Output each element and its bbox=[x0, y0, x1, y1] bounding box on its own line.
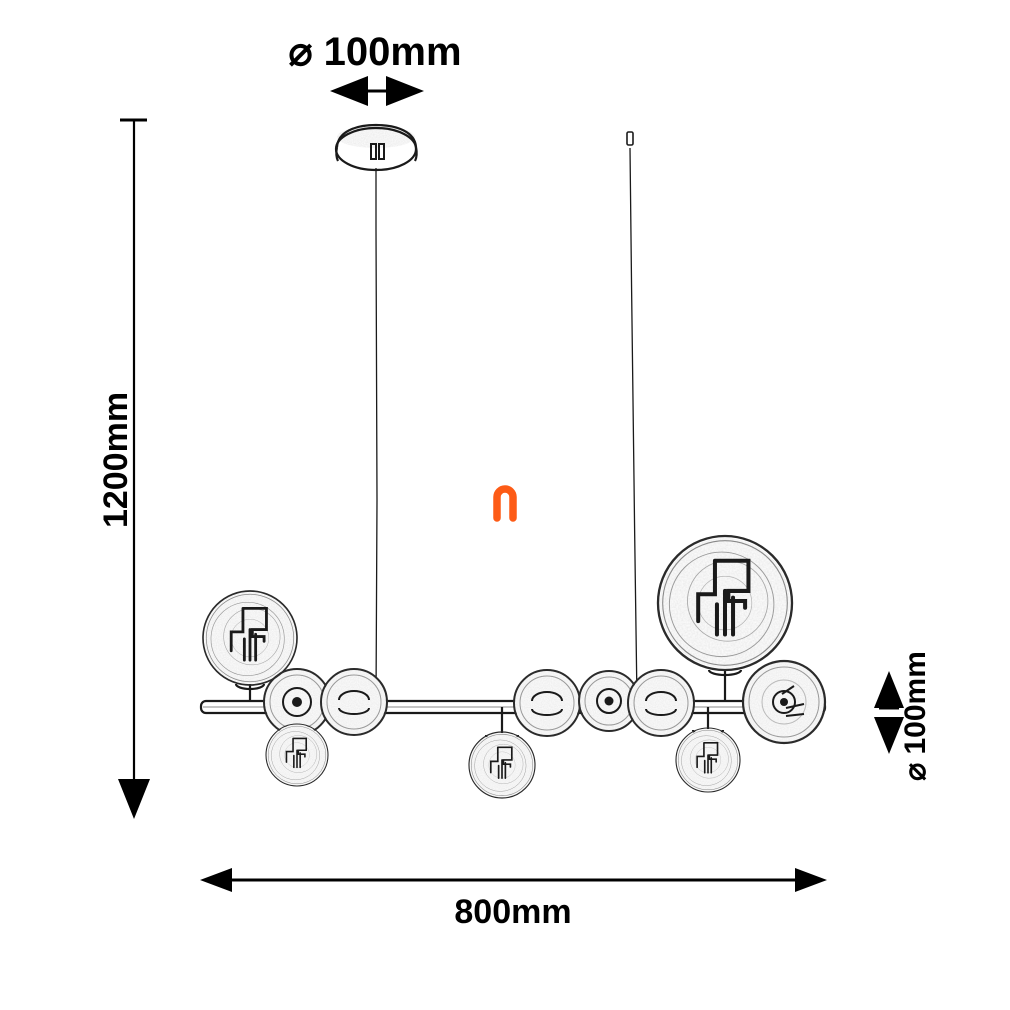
svg-text:1200mm: 1200mm bbox=[97, 392, 135, 528]
svg-text:⌀ 100mm: ⌀ 100mm bbox=[288, 30, 461, 74]
svg-text:⌀ 100mm: ⌀ 100mm bbox=[899, 651, 932, 781]
svg-text:800mm: 800mm bbox=[454, 893, 571, 931]
